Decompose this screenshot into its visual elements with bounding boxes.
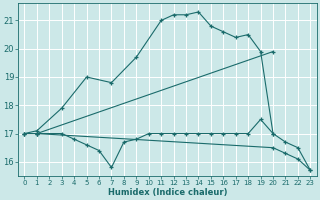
X-axis label: Humidex (Indice chaleur): Humidex (Indice chaleur) [108,188,227,197]
